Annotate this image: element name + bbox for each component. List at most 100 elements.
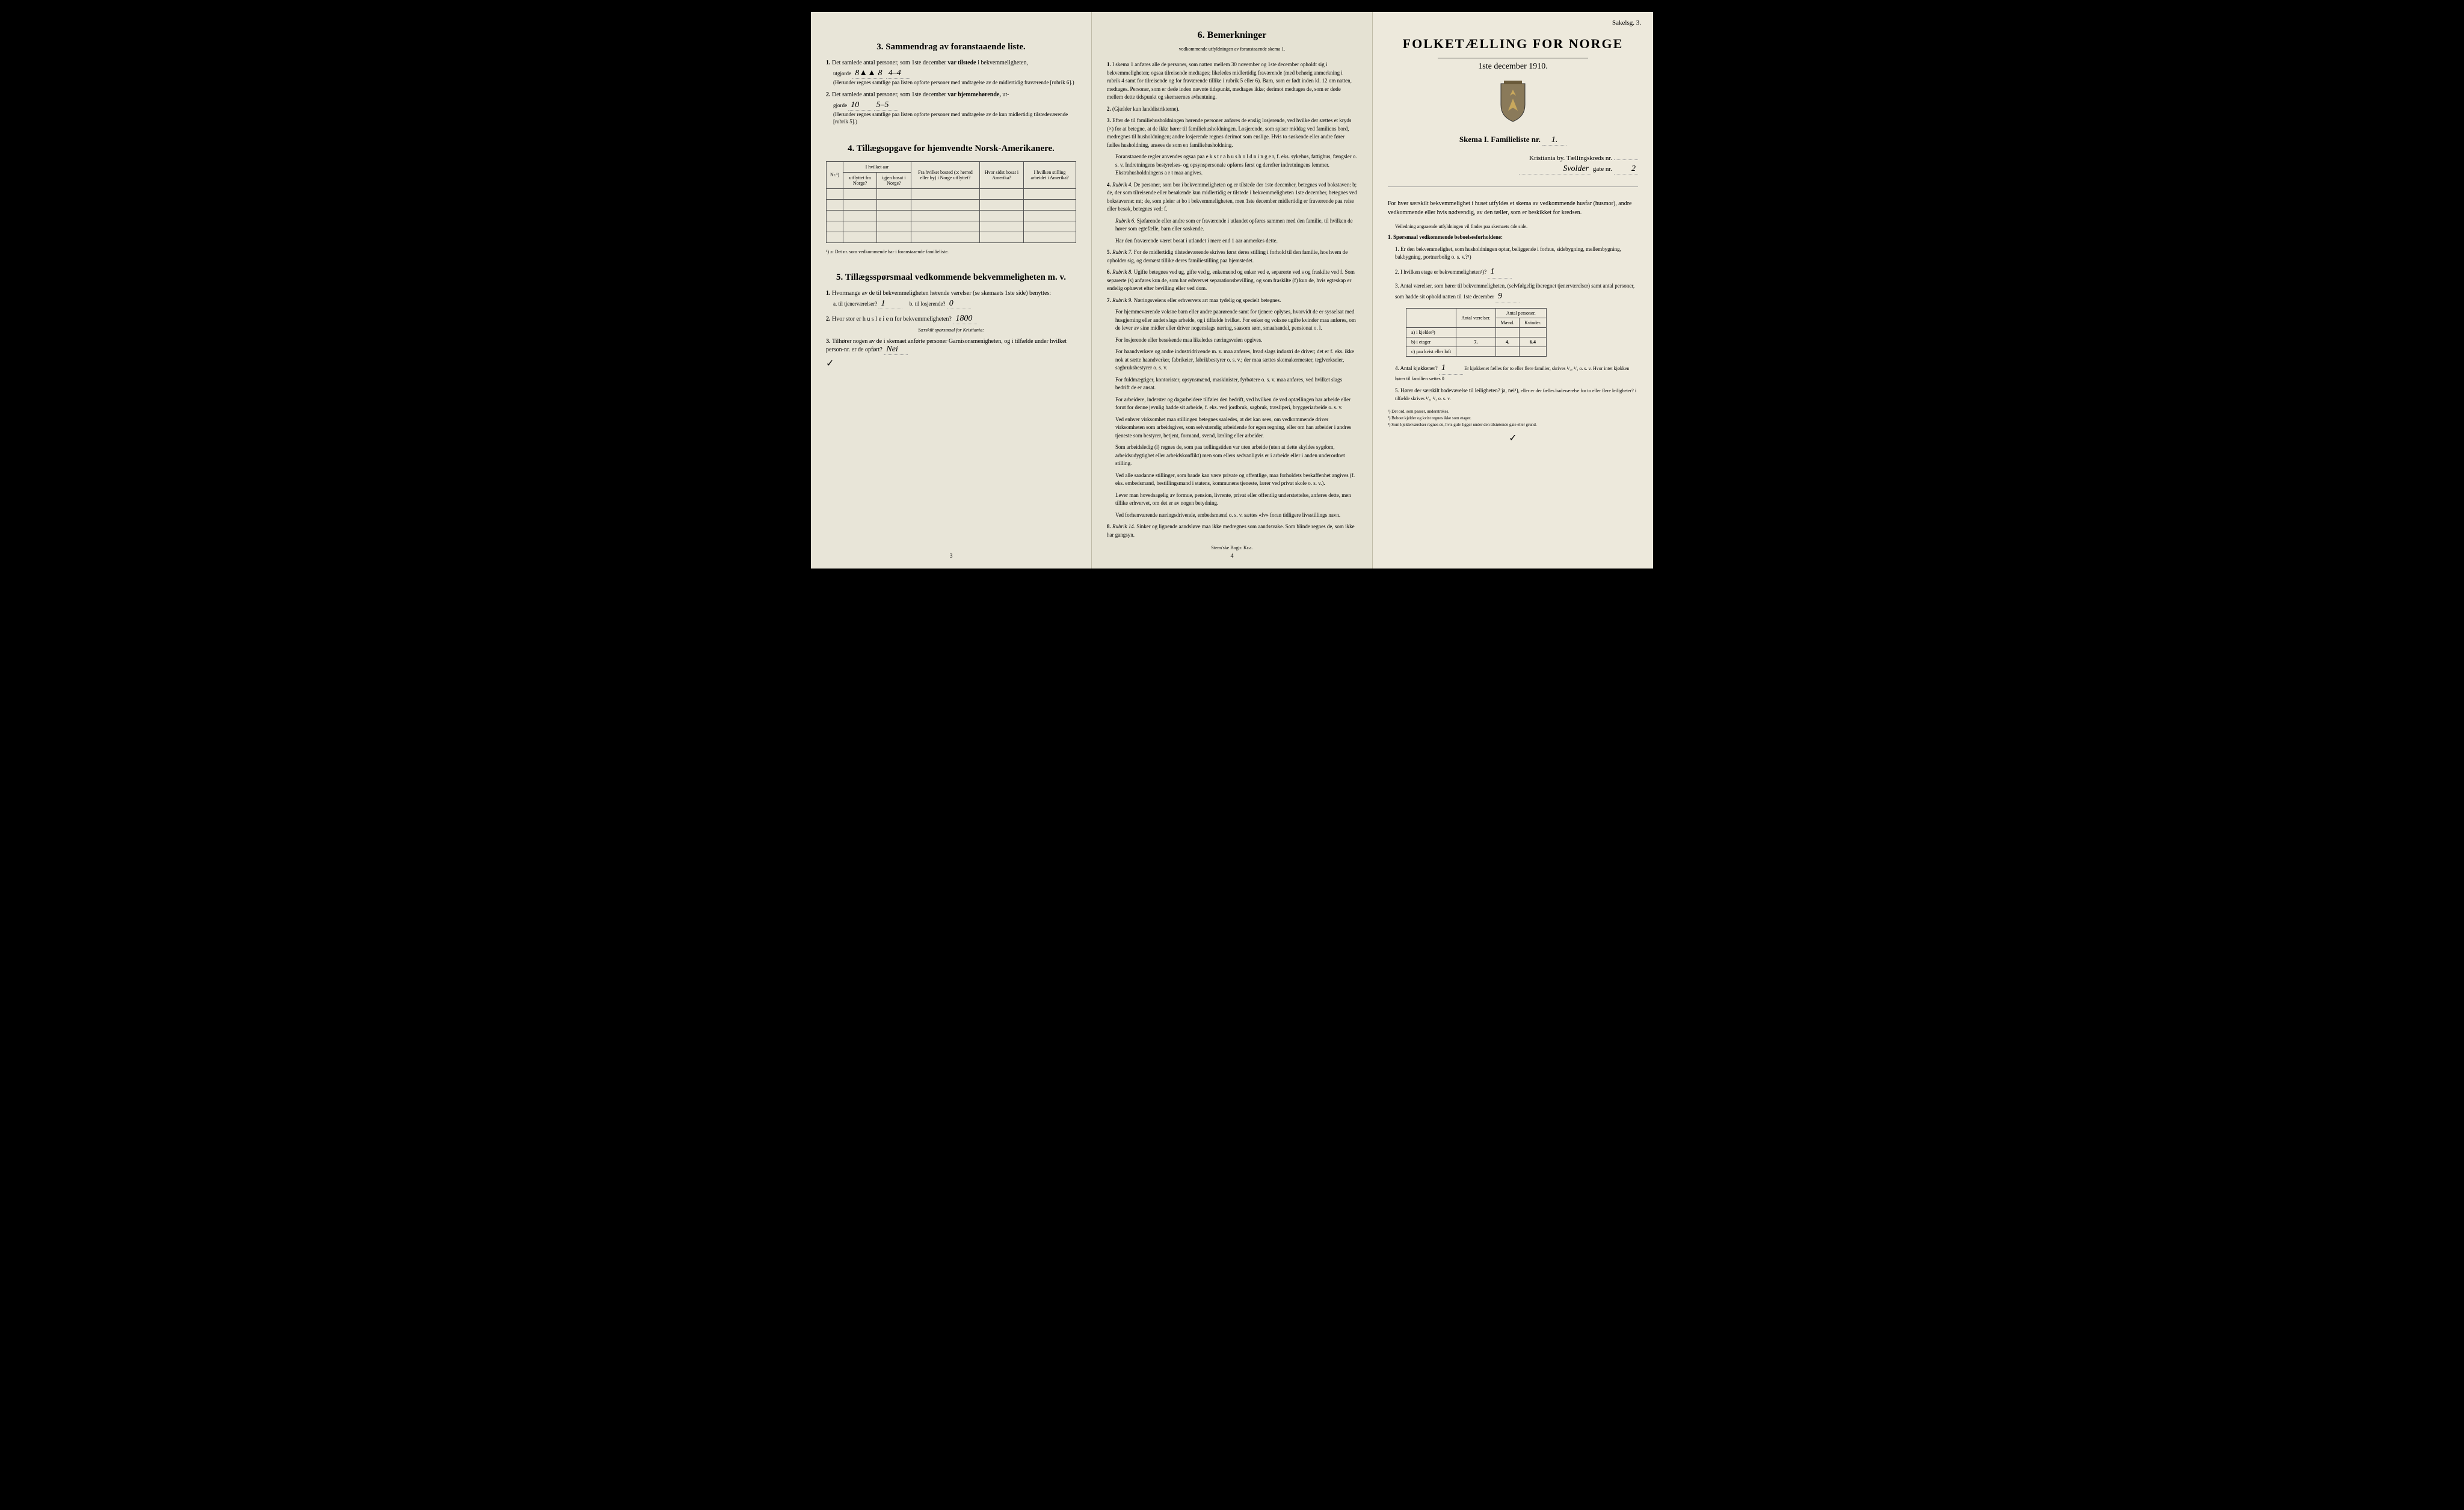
- q2-text: I hvilken etage er bekvemmeligheten²)?: [1400, 269, 1486, 275]
- section6-subtitle: vedkommende utfyldningen av foranstaaend…: [1107, 46, 1357, 52]
- r9-e8: Lever man hovedsagelig av formue, pensio…: [1115, 492, 1357, 508]
- main-title: FOLKETÆLLING FOR NORGE: [1388, 36, 1638, 52]
- item1-val1: 8▲▲ 8: [852, 69, 884, 79]
- item1-bold: var tilstede: [947, 60, 976, 66]
- q2-sub: Særskilt spørsmaal for Kristiania:: [826, 327, 1076, 333]
- item1-label: utgjorde: [833, 70, 851, 76]
- row-c-k: [1520, 347, 1547, 357]
- item1-pre: Det samlede antal personer, som 1ste dec…: [832, 60, 946, 66]
- table-row: [827, 199, 1076, 210]
- row-a-r: [1456, 328, 1495, 337]
- table-row: [827, 188, 1076, 199]
- main-date: 1ste december 1910.: [1388, 62, 1638, 72]
- skema-val: 1.: [1542, 135, 1566, 146]
- q1-text: Er den bekvemmelighet, som husholdningen…: [1395, 246, 1621, 260]
- item1-note: (Herunder regnes samtlige paa listen opf…: [833, 79, 1076, 87]
- r8-label: Rubrik 8.: [1112, 269, 1133, 275]
- table-row: a) i kjelder³): [1406, 328, 1547, 337]
- th-emigrated: utflyttet fra Norge?: [843, 172, 877, 188]
- item2-label: gjorde: [833, 102, 847, 108]
- checkmark-right: ✓: [1388, 432, 1638, 444]
- r7-text: For de midlertidig tilstedeværende skriv…: [1107, 249, 1348, 263]
- r9-e7: Ved alle saadanne stillinger, som baade …: [1115, 472, 1357, 488]
- q1b-label: b. til losjerende?: [910, 301, 946, 307]
- q4: 4. Antal kjøkkener? 1 Er kjøkkenet fælle…: [1395, 362, 1638, 383]
- r14-label: Rubrik 14.: [1112, 523, 1135, 529]
- skema-line: Skema I. Familieliste nr. 1.: [1388, 135, 1638, 146]
- item1-text: I skema 1 anføres alle de personer, som …: [1107, 61, 1352, 100]
- r6-extra: Har den fraværende været bosat i utlande…: [1115, 237, 1357, 245]
- hand-annotation: Sakelsg. 3.: [1612, 19, 1641, 26]
- fn1: ¹) Det ord, som passer, understrekes.: [1388, 409, 1638, 414]
- r6-label: Rubrik 6.: [1115, 218, 1136, 224]
- rubric6: Rubrik 6. Sjøfarende eller andre som er …: [1115, 217, 1357, 233]
- q1: 1. Er den bekvemmelighet, som husholdnin…: [1395, 245, 1638, 262]
- th-work: I hvilken stilling arbeidet i Amerika?: [1024, 161, 1076, 188]
- section4-table: Nr.¹) I hvilket aar Fra hvilket bosted (…: [826, 161, 1076, 243]
- q5-pre: Hører der særskilt badeværelse til leili…: [1400, 387, 1500, 393]
- section3-item1: 1. Det samlede antal personer, som 1ste …: [826, 60, 1076, 66]
- q4-val: 1: [1439, 362, 1463, 375]
- row-c-r: [1456, 347, 1495, 357]
- item3: 3. Efter de til familiehusholdningen hør…: [1107, 117, 1357, 149]
- r9-e2: For haandverkere og andre industridriven…: [1115, 348, 1357, 372]
- q2-val: 1800: [953, 314, 977, 324]
- fn3: ³) Som kjelderværelser regnes de, hvis g…: [1388, 422, 1638, 427]
- row-b-label: b) i etager: [1406, 337, 1456, 347]
- page-number-4: 4: [1231, 553, 1234, 559]
- q1a-label: a. til tjenerværelser?: [833, 301, 877, 307]
- r7-label: Rubrik 7.: [1112, 249, 1133, 255]
- row-a-m: [1495, 328, 1519, 337]
- item2-text: (Gjælder kun landdistrikterne).: [1112, 106, 1180, 112]
- item1-post: i bekvemmeligheten,: [978, 60, 1028, 66]
- intro-text: For hver særskilt bekvemmelighet i huset…: [1388, 199, 1638, 217]
- location-line-1: Kristiania by. Tællingskreds nr.: [1388, 155, 1638, 162]
- item2-val2: 5–5: [874, 100, 898, 111]
- loc2-street: Svolder: [1519, 164, 1591, 174]
- item1: 1. I skema 1 anføres alle de personer, s…: [1107, 61, 1357, 102]
- r9-e3: For fuldmægtiger, kontorister, opsynsmæn…: [1115, 376, 1357, 392]
- item1-val2: 4–4: [886, 69, 910, 79]
- rooms-table: Antal værelser. Antal personer. Mænd. Kv…: [1406, 308, 1547, 357]
- q1-answers: a. til tjenerværelser? 1 b. til losjeren…: [833, 299, 1076, 309]
- table-row: b) i etager 7. 4. 6.4: [1406, 337, 1547, 347]
- q2-text: Hvor stor er h u s l e i e n for bekvemm…: [832, 316, 952, 322]
- th-year: I hvilket aar: [843, 161, 911, 172]
- q3: 3. Antal værelser, som hører til bekvemm…: [1395, 282, 1638, 304]
- skema-label: Skema I. Familieliste nr.: [1459, 135, 1541, 144]
- page-number: 3: [950, 553, 953, 559]
- th-where: Hvor sidst bosat i Amerika?: [980, 161, 1024, 188]
- printer-credit: Steen'ske Bogtr. Kr.a.: [1107, 545, 1357, 550]
- r9-e9: Ved forhenværende næringsdrivende, embed…: [1115, 511, 1357, 520]
- section5-title: 5. Tillægsspørsmaal vedkommende bekvemme…: [826, 273, 1076, 283]
- item2: 2. (Gjælder kun landdistrikterne).: [1107, 105, 1357, 114]
- r9-text: Næringsveiens eller erhvervets art maa t…: [1134, 297, 1281, 303]
- q1b-val: 0: [947, 299, 971, 309]
- q3-val: Nei: [884, 345, 908, 355]
- rubric9: 7. Rubrik 9. Næringsveiens eller erhverv…: [1107, 297, 1357, 305]
- item2-values: gjorde 10 5–5: [833, 100, 1076, 111]
- th-rooms: Antal værelser.: [1456, 309, 1495, 328]
- item3-extra: Foranstaaende regler anvendes ogsaa paa …: [1115, 153, 1357, 177]
- item2-val1: 10: [848, 100, 872, 111]
- section3-item2: 2. Det samlede antal personer, som 1ste …: [826, 91, 1076, 98]
- q5: 5. Hører der særskilt badeværelse til le…: [1395, 387, 1638, 403]
- section4-footnote: ¹) ɔ: Det nr. som vedkommende har i fora…: [826, 249, 1076, 254]
- r14-text: Sinker og lignende aandsløve maa ikke me…: [1107, 523, 1355, 538]
- table-row: c) paa kvist eller loft: [1406, 347, 1547, 357]
- loc1-val: [1614, 159, 1638, 160]
- loc2-num: 2: [1614, 164, 1638, 174]
- section5-q3: 3. Tilhører nogen av de i skemaet anført…: [826, 338, 1076, 355]
- rubric4: 4. Rubrik 4. De personer, som bor i bekv…: [1107, 181, 1357, 214]
- row-b-m: 4.: [1495, 337, 1519, 347]
- table-row: [827, 210, 1076, 221]
- q5-val: ja, nei¹),: [1502, 387, 1520, 393]
- row-c-m: [1495, 347, 1519, 357]
- q4-text: Antal kjøkkener?: [1400, 365, 1438, 371]
- q1-text: Hvormange av de til bekvemmeligheten hør…: [832, 290, 1051, 297]
- item1-values: utgjorde 8▲▲ 8 4–4: [833, 69, 1076, 79]
- loc1-label: Kristiania by. Tællingskreds nr.: [1529, 155, 1612, 162]
- rubric8: 6. Rubrik 8. Ugifte betegnes ved ug, gif…: [1107, 268, 1357, 293]
- location-line-2: Svolder gate nr. 2: [1388, 164, 1638, 174]
- page-center: 6. Bemerkninger vedkommende utfyldningen…: [1092, 12, 1373, 569]
